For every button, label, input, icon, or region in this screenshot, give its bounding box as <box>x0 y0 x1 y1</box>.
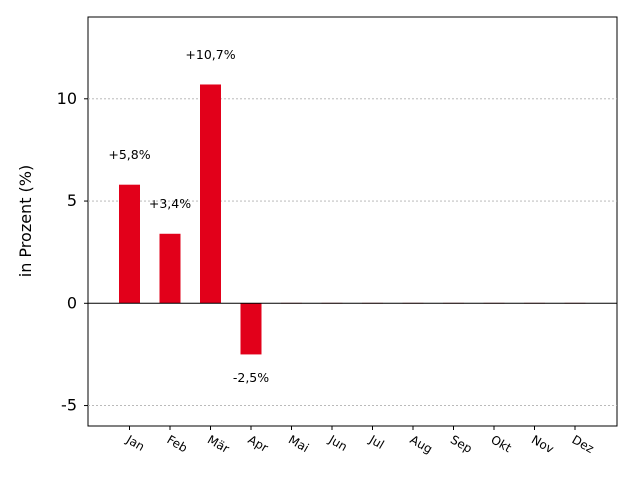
data-label: +10,7% <box>185 47 235 62</box>
x-tick-label: Apr <box>246 432 271 455</box>
x-tick-label: Dez <box>570 432 597 456</box>
y-tick-label: 10 <box>57 89 77 108</box>
y-tick-label: 5 <box>67 191 77 210</box>
gridlines <box>88 98 617 406</box>
y-tick-labels: -5 0 5 10 <box>57 89 88 415</box>
x-tick-label: Okt <box>489 432 515 455</box>
y-tick-label: -5 <box>61 396 77 415</box>
data-label: +3,4% <box>149 196 191 211</box>
x-tick-label: Jul <box>366 432 386 452</box>
x-tick-label: Feb <box>165 432 190 455</box>
x-tick-labels: Jan Feb Mär Apr Mai Jun Jul Aug Sep Okt Nov Dez <box>123 426 596 456</box>
y-tick-label: 0 <box>67 293 77 312</box>
x-tick-label: Mai <box>286 432 311 455</box>
bar <box>119 184 140 304</box>
data-label: -2,5% <box>233 370 269 385</box>
plot-frame <box>87 16 618 427</box>
x-tick-label: Jan <box>123 432 147 454</box>
x-tick-label: Sep <box>448 432 475 455</box>
data-label: +5,8% <box>108 147 150 162</box>
bar <box>240 303 262 355</box>
x-tick-label: Nov <box>529 432 556 456</box>
x-tick-label: Mär <box>205 432 232 455</box>
x-tick-label: Jun <box>326 432 350 454</box>
bar <box>200 84 221 304</box>
y-axis-label: in Prozent (%) <box>16 165 35 277</box>
bar <box>159 233 181 304</box>
x-tick-label: Aug <box>408 432 435 456</box>
data-labels: +5,8% +3,4% +10,7% -2,5% <box>108 47 269 385</box>
